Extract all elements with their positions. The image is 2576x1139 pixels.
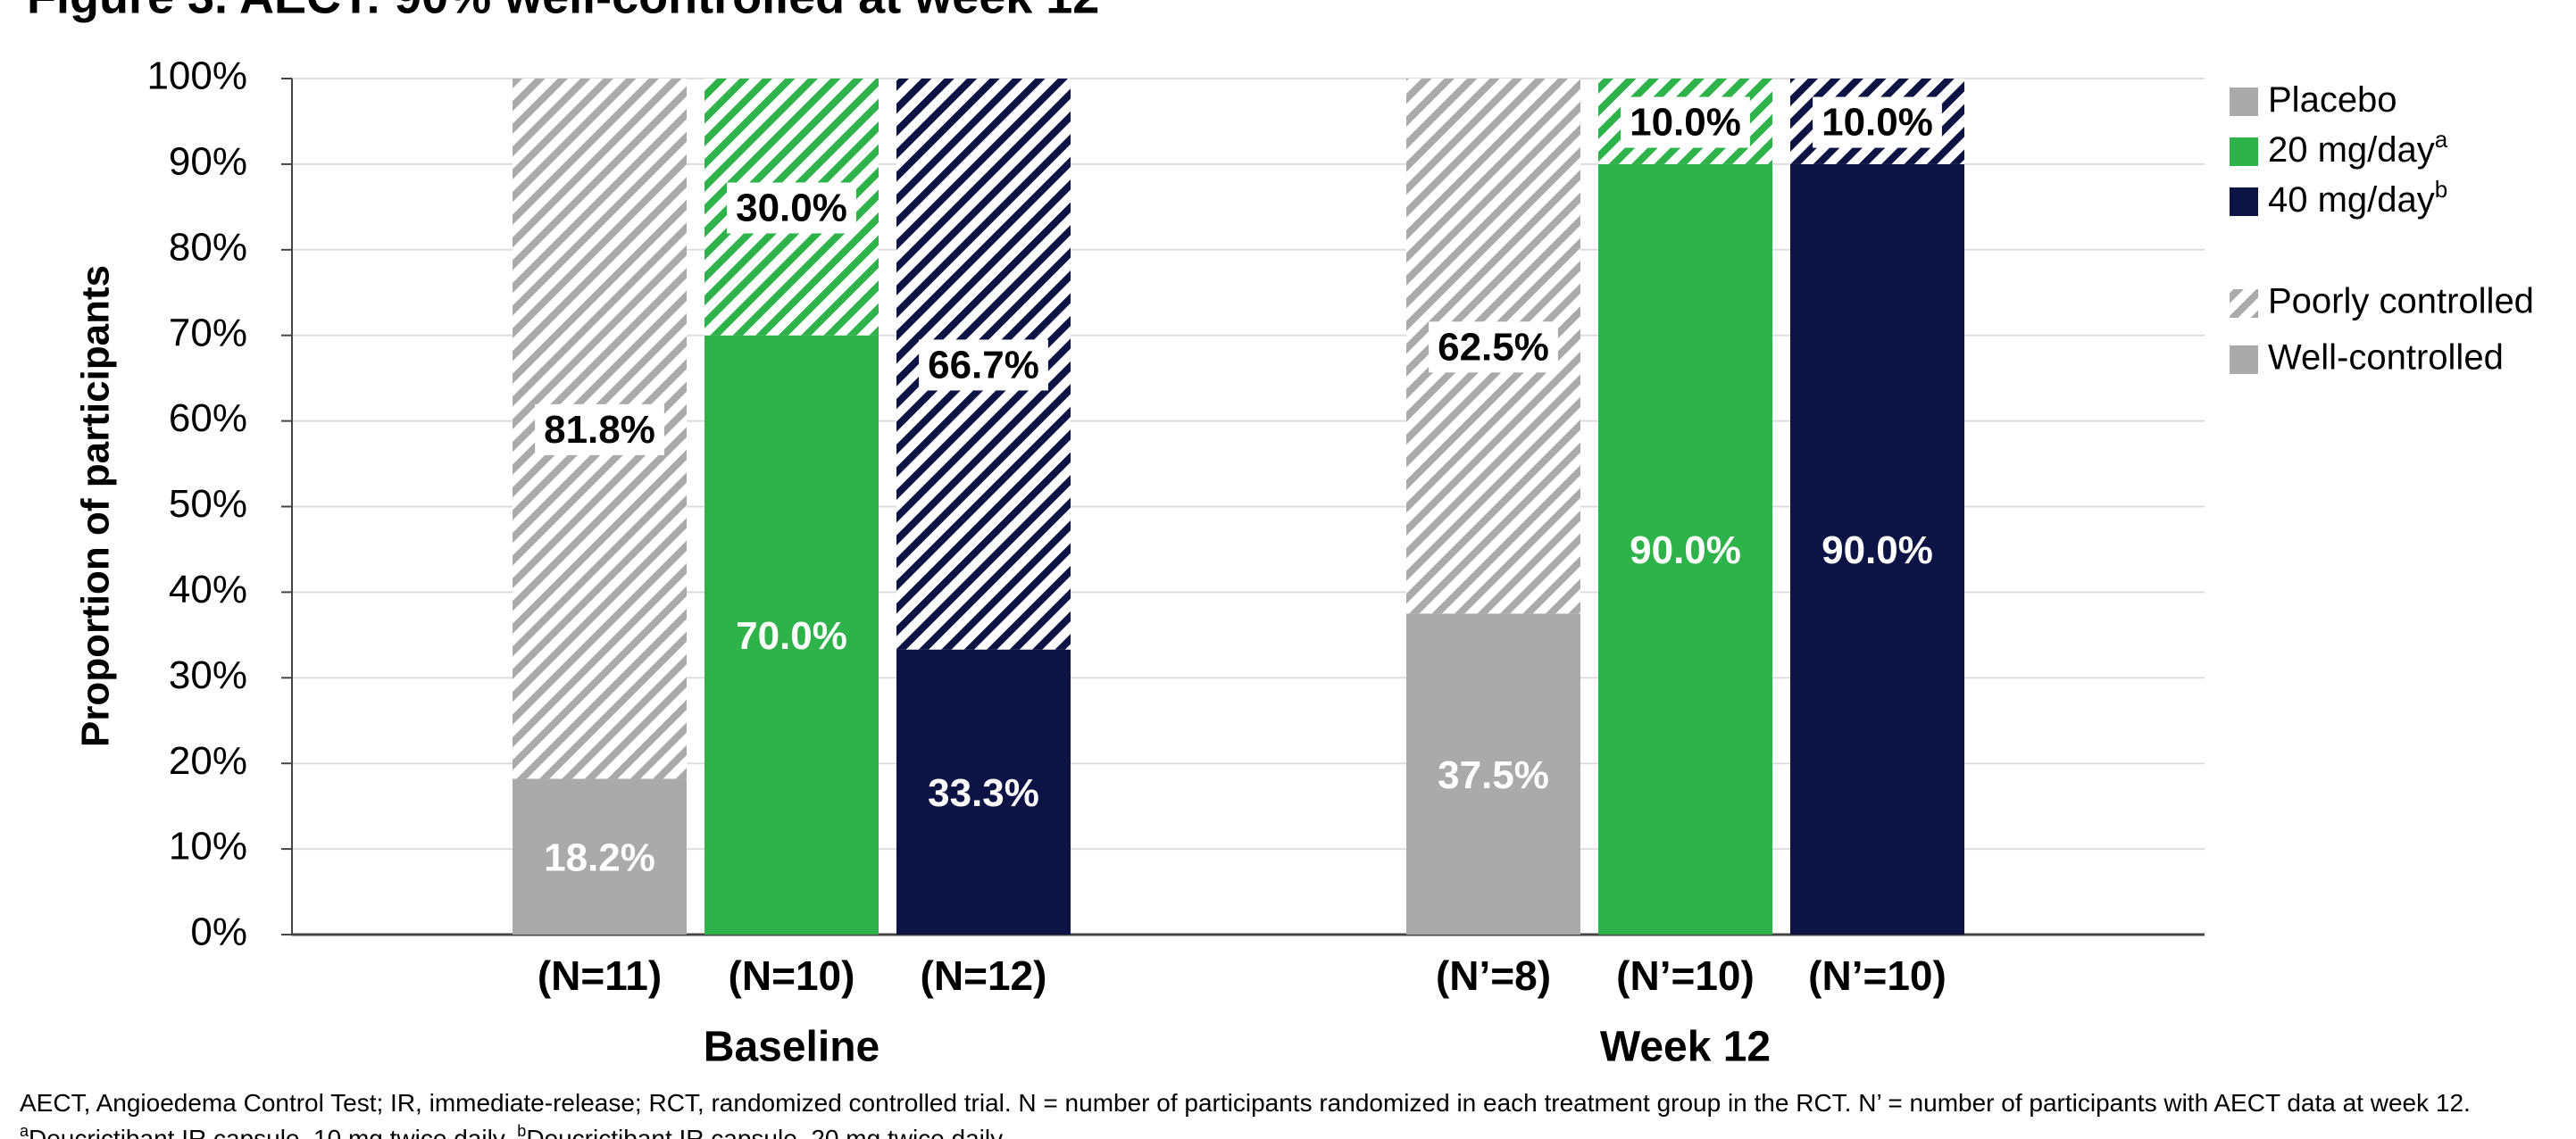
chart-title: Figure 3. AECT: 90% well-controlled at w… [27,0,1099,23]
value-label: 10.0% [1822,101,1933,145]
value-label: 66.7% [928,343,1039,387]
footnote-text: Deucrictibant IR capsule, 10 mg twice da… [29,1125,517,1139]
x-tick-label: (N=10) [729,952,855,999]
footnote-sup: a [20,1122,29,1139]
legend-text: Placebo [2268,80,2397,120]
x-tick-label: (N=11) [538,952,662,999]
legend-sup: b [2435,176,2447,203]
value-label: 90.0% [1822,528,1933,572]
legend-swatch [2230,87,2258,116]
footnote-text: Deucrictibant IR capsule, 20 mg twice da… [526,1125,1008,1139]
bar-well-controlled [1598,163,1772,935]
x-tick-label: (N’=10) [1616,952,1755,999]
x-tick-label: (N’=10) [1808,952,1947,999]
value-label: 30.0% [736,186,847,229]
footnote-text: AECT, Angioedema Control Test; IR, immed… [20,1089,2471,1117]
y-tick-label: 20% [169,739,247,783]
y-tick-label: 50% [169,482,247,526]
x-tick-label: (N’=8) [1436,952,1551,999]
group-label: Baseline [704,1024,880,1071]
bar-well-controlled [1790,163,1964,935]
bar-well-controlled [513,778,687,935]
y-tick-label: 60% [169,396,247,440]
value-label-box [535,403,664,455]
y-tick-label: 0% [190,910,247,954]
value-label: 10.0% [1630,101,1741,145]
value-label-box [1429,321,1558,373]
legend-swatch [2230,187,2258,216]
value-label: 70.0% [736,614,847,658]
legend-text: 40 mg/day [2268,180,2435,220]
x-tick-label: (N=12) [921,952,1047,999]
footnote: aDeucrictibant IR capsule, 10 mg twice d… [20,1122,1008,1139]
legend-label: Poorly controlled [2268,282,2534,321]
legend-swatch [2230,289,2258,318]
value-label: 81.8% [544,408,655,452]
value-label-box [1621,96,1750,148]
legend-label: 40 mg/dayb [2268,176,2447,220]
y-tick-label: 10% [169,825,247,869]
y-tick-label: 90% [169,140,247,184]
y-tick-label: 80% [169,225,247,269]
legend-text: 20 mg/day [2268,130,2435,170]
value-label-box [1813,96,1942,148]
legend-label: Well-controlled [2268,338,2504,378]
legend-swatch [2230,345,2258,374]
y-axis-label: Proportion of participants [74,265,118,747]
bar-well-controlled [1406,613,1580,935]
y-tick-label: 40% [169,568,247,611]
legend-swatch [2230,137,2258,166]
value-label: 62.5% [1438,325,1549,369]
value-label: 37.5% [1438,753,1549,797]
bar-well-controlled [896,649,1071,935]
legend-label: 20 mg/daya [2268,126,2448,170]
footnote: AECT, Angioedema Control Test; IR, immed… [20,1089,2471,1117]
value-label-box [919,339,1048,391]
legend-label: Placebo [2268,80,2397,120]
y-tick-label: 70% [169,311,247,354]
value-label: 18.2% [544,836,655,879]
legend-sup: a [2435,126,2448,153]
y-tick-label: 100% [146,54,247,98]
value-label: 90.0% [1630,528,1741,572]
value-label-box [727,182,856,234]
bar-well-controlled [704,335,879,935]
footnote-sup: b [517,1122,526,1139]
y-tick-label: 30% [169,653,247,697]
group-label: Week 12 [1600,1024,1771,1071]
value-label: 33.3% [928,771,1039,815]
